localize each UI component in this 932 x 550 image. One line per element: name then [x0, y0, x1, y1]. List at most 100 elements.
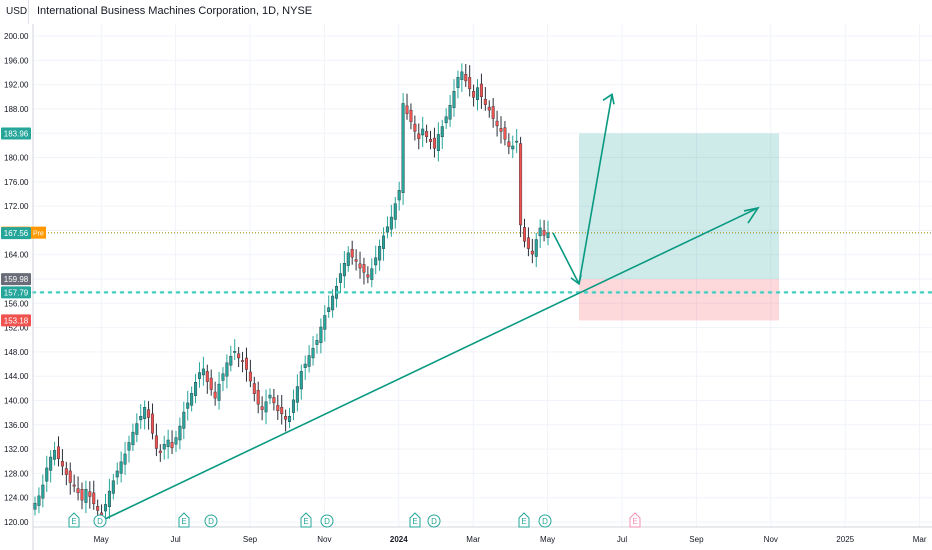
y-tick-label: 132.00	[4, 445, 29, 454]
candle-body	[88, 491, 92, 497]
candle-body	[511, 145, 515, 150]
candle-body	[487, 106, 491, 111]
dividend-marker-shape	[320, 514, 334, 528]
price-badge	[1, 314, 31, 327]
candle-body	[115, 470, 119, 478]
candle-body	[221, 373, 225, 381]
candle-body	[158, 450, 162, 453]
earnings-marker[interactable]: E	[178, 512, 190, 528]
candle-body	[354, 259, 358, 262]
header-divider	[28, 0, 29, 24]
candle-body	[276, 405, 280, 412]
candle-body	[405, 105, 409, 114]
candle-body	[107, 490, 111, 508]
earnings-marker-shape	[68, 512, 80, 528]
down-arrow-line	[552, 232, 580, 285]
candle-body	[288, 416, 292, 422]
candle-body	[342, 263, 346, 277]
candle-body	[154, 435, 158, 449]
dividend-marker[interactable]: D	[538, 514, 552, 528]
dividend-marker-shape	[538, 514, 552, 528]
candle-body	[362, 264, 366, 273]
candle-body	[526, 237, 530, 249]
symbol-title[interactable]: International Business Machines Corporat…	[37, 5, 313, 17]
candle-body	[468, 77, 472, 90]
target-zone	[579, 133, 779, 280]
candle-body	[546, 232, 550, 238]
dividend-marker[interactable]: D	[204, 514, 218, 528]
pre-tag	[31, 226, 46, 239]
candle-body	[303, 363, 307, 368]
grid	[33, 24, 932, 527]
candle-body	[311, 348, 315, 359]
candle-body	[315, 340, 319, 345]
currency-label[interactable]: USD	[6, 6, 28, 17]
candle-body	[256, 389, 260, 405]
candle-body	[331, 295, 335, 311]
candle-body	[448, 105, 452, 120]
candle-body	[280, 406, 284, 415]
candles	[33, 63, 550, 524]
candle-body	[495, 120, 499, 127]
candle-body	[319, 326, 323, 343]
candle-body	[346, 252, 350, 266]
y-tick-label: 200.00	[4, 32, 29, 41]
price-badge-label: 157.79	[4, 288, 29, 297]
earnings-marker[interactable]: E	[409, 512, 421, 528]
event-marker-label: D	[431, 517, 437, 526]
candle-body	[33, 502, 37, 510]
candle-body	[166, 439, 170, 447]
event-marker-label: E	[181, 517, 186, 526]
y-tick-label: 196.00	[4, 56, 29, 65]
earnings-marker[interactable]: E	[68, 512, 80, 528]
candle-body	[213, 391, 217, 399]
drawings[interactable]	[31, 92, 932, 523]
candle-body	[92, 492, 96, 504]
x-tick-label: Sep	[689, 535, 704, 544]
position-zones	[33, 133, 932, 321]
dividend-marker[interactable]: D	[93, 514, 107, 528]
candle-body	[284, 416, 288, 420]
axes: 120.00 124.00 128.00 132.00 136.00 140.00 144.…	[4, 24, 932, 550]
candle-body	[100, 512, 104, 515]
candle-body	[472, 91, 476, 98]
x-tick-label: Jul	[617, 535, 627, 544]
candle-body	[323, 315, 327, 330]
event-marker-label: D	[542, 517, 548, 526]
y-tick-label: 164.00	[4, 251, 29, 260]
event-marker-label: E	[521, 517, 526, 526]
candle-body	[393, 203, 397, 220]
candle-body	[41, 484, 45, 499]
candle-body	[538, 227, 542, 237]
candle-body	[123, 453, 127, 465]
candle-body	[49, 456, 53, 471]
candle-body	[60, 461, 64, 467]
dividend-marker[interactable]: D	[427, 514, 441, 528]
candle-body	[201, 368, 205, 376]
candle-body	[186, 402, 190, 409]
event-marker-label: E	[303, 517, 308, 526]
earnings-marker-shape	[300, 512, 312, 528]
candle-body	[64, 468, 68, 475]
trendline-arrowhead	[743, 206, 760, 224]
candle-body	[264, 401, 268, 413]
candle-body	[370, 268, 374, 280]
candle-body	[413, 123, 417, 132]
pre-tag-label: Pre	[33, 231, 44, 238]
candle-body	[56, 446, 60, 460]
y-tick-label: 172.00	[4, 202, 29, 211]
dividend-marker[interactable]: D	[320, 514, 334, 528]
earnings-marker[interactable]: E	[518, 512, 530, 528]
candle-body	[444, 116, 448, 124]
candle-body	[534, 239, 538, 257]
candle-body	[237, 353, 241, 359]
candle-body	[272, 397, 276, 404]
candle-body	[409, 109, 413, 122]
candle-body	[252, 383, 256, 395]
earnings-marker[interactable]: E	[300, 512, 312, 528]
earnings-marker[interactable]: E	[629, 512, 641, 528]
candle-body	[248, 371, 252, 382]
